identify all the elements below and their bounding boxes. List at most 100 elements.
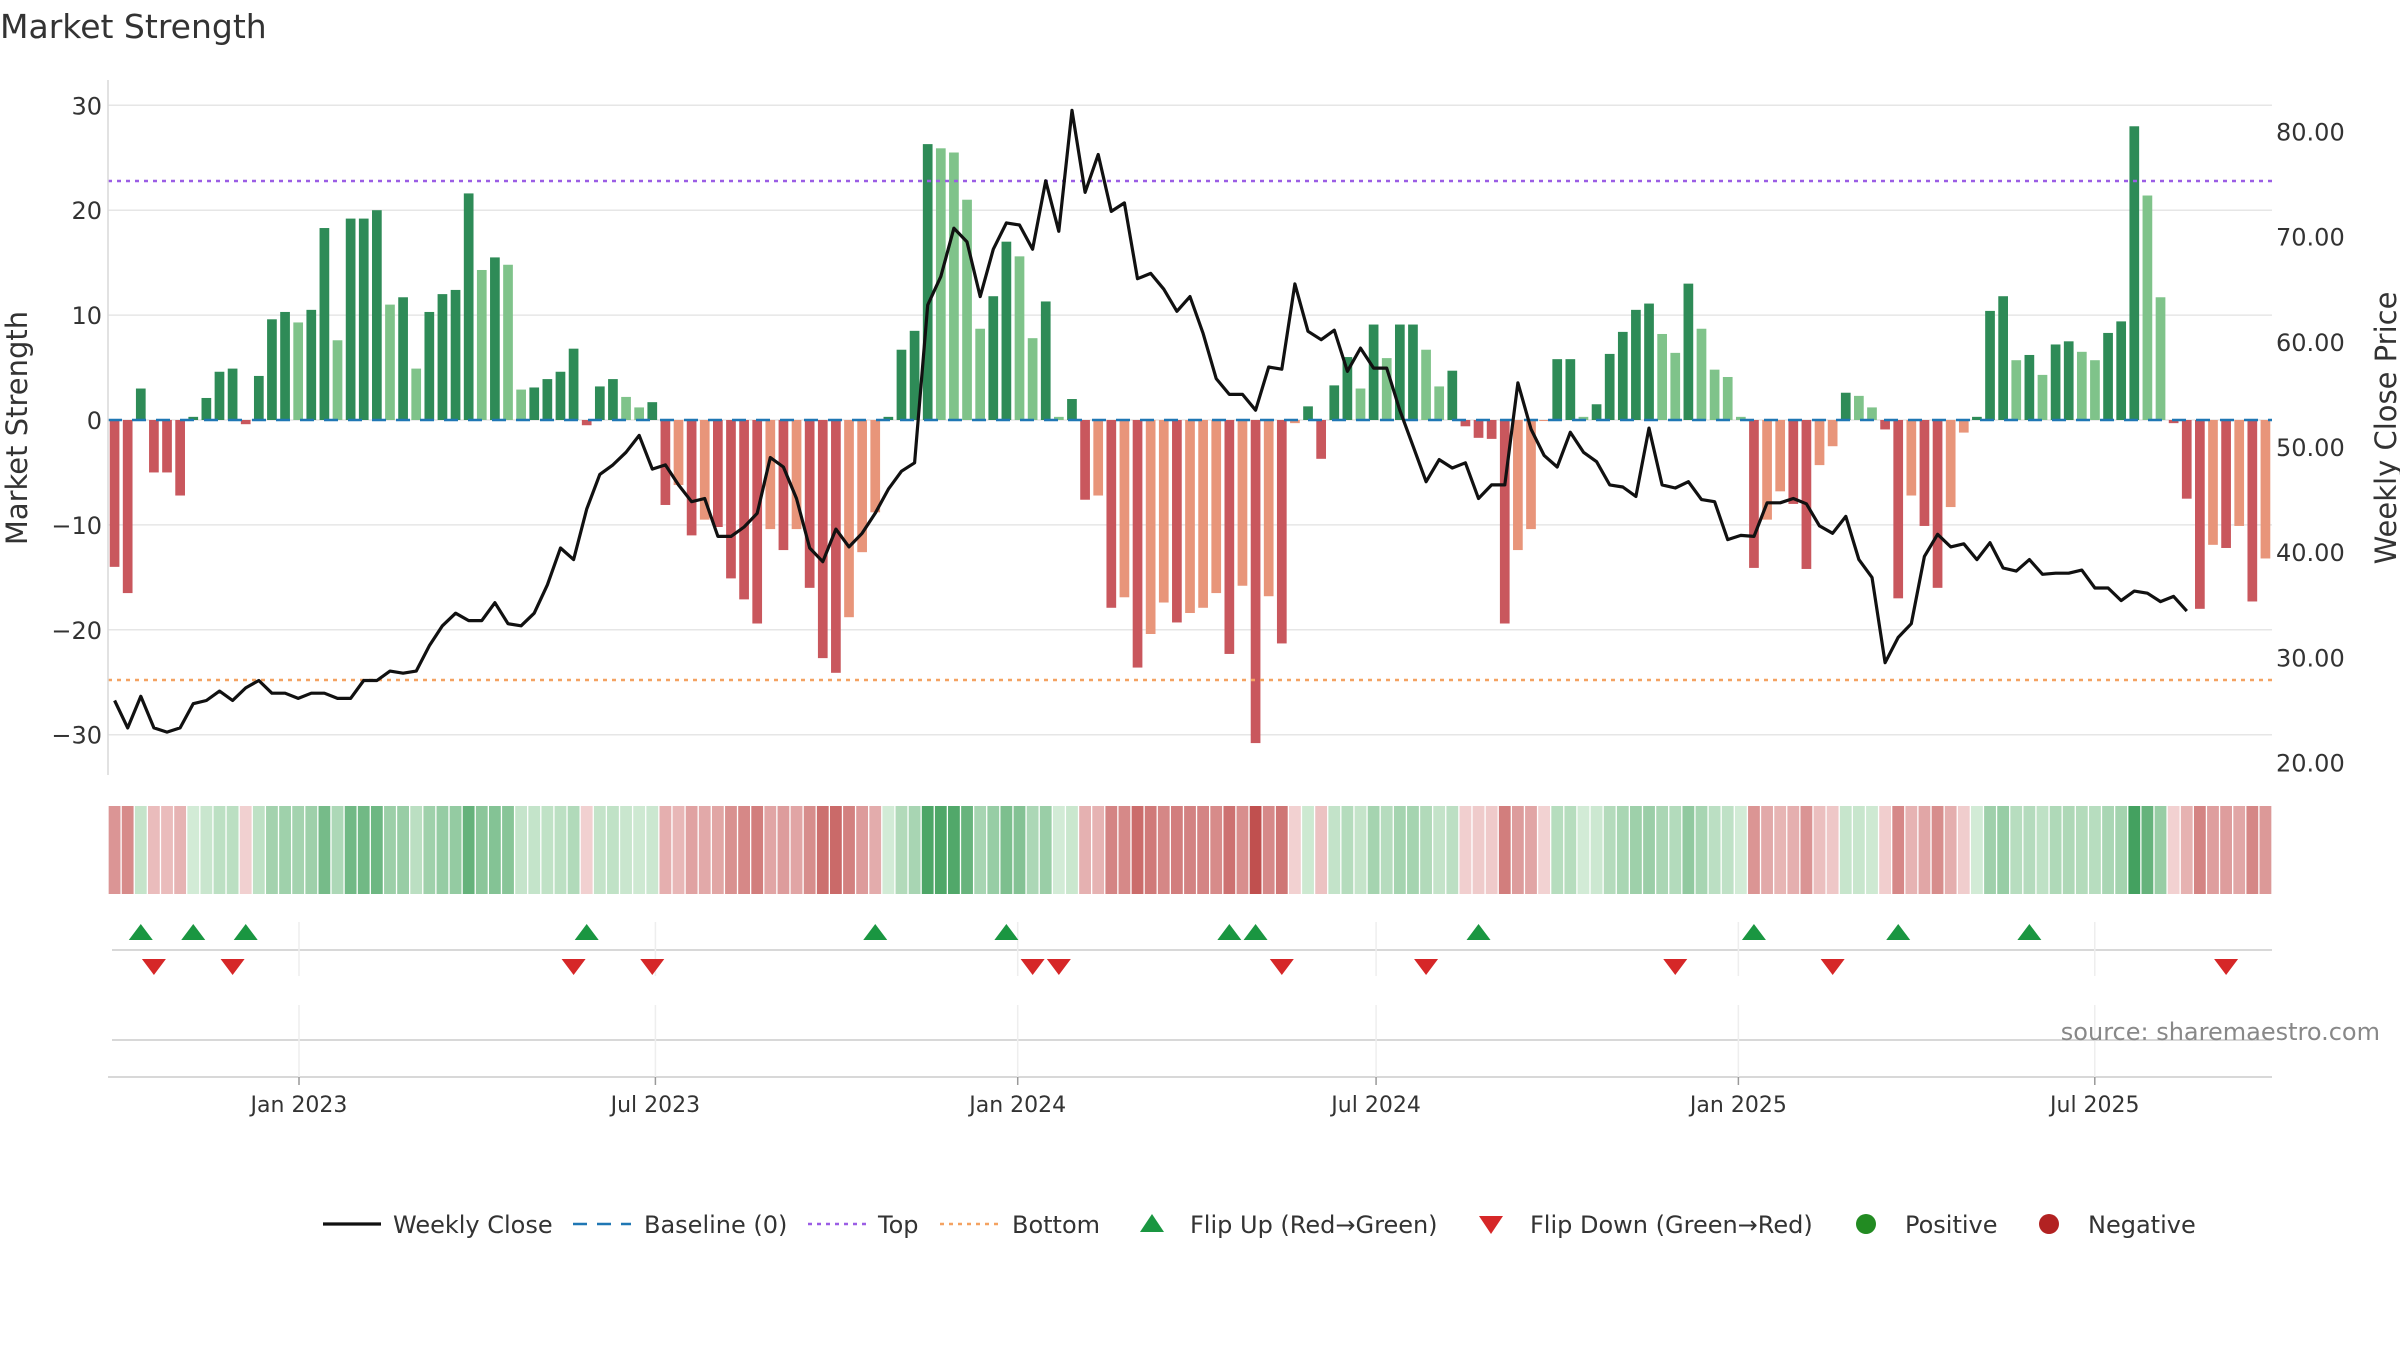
strength-bar (988, 296, 999, 420)
heat-strip-cell (1026, 806, 1039, 894)
heat-strip-cell (1275, 806, 1288, 894)
strength-bar (2103, 332, 2113, 420)
flip-down-marker (1020, 959, 1045, 975)
heat-strip-cell (108, 806, 121, 894)
heat-strip-cell (1157, 806, 1170, 894)
flip-down-marker (1820, 959, 1845, 975)
strength-bar (844, 420, 854, 618)
strength-bar (2116, 321, 2127, 420)
strength-bar (1906, 420, 1917, 496)
strength-bar (1355, 388, 1366, 420)
heat-strip-cell (1918, 806, 1931, 894)
heat-strip-cell (1813, 806, 1826, 894)
heat-strip-cell (2062, 806, 2075, 894)
heat-strip-cell (672, 806, 685, 894)
strength-bar (411, 368, 422, 420)
x-tick-label: Jan 2024 (967, 1093, 1066, 1118)
strength-bar (2011, 360, 2022, 420)
strength-bar (1224, 420, 1235, 654)
heat-strip-cell (384, 806, 396, 894)
strength-bar (1119, 420, 1130, 598)
heat-strip-cell (2049, 806, 2062, 894)
heat-strip-cell (502, 806, 514, 894)
heat-strip-cell (1551, 806, 1564, 894)
heat-strip-cell (1525, 806, 1537, 894)
legend-label: Baseline (0) (644, 1211, 787, 1239)
legend-label: Bottom (1012, 1211, 1100, 1239)
strength-bar (1421, 349, 1431, 420)
strength-bar (752, 420, 763, 624)
strength-bar (2234, 420, 2245, 526)
heat-strip-cell (987, 806, 1000, 894)
y-right-tick-label: 50.00 (2276, 434, 2345, 462)
strength-bar (1709, 369, 1720, 420)
y-right-tick-label: 20.00 (2276, 750, 2345, 778)
strength-bar (1106, 420, 1117, 608)
strength-bar (1303, 406, 1313, 420)
strength-bar (1053, 416, 1064, 420)
strength-bar (450, 289, 461, 420)
heat-strip-cell (1984, 806, 1996, 894)
y-left-tick-label: 10 (71, 302, 102, 330)
strength-bar (791, 420, 802, 530)
strength-bar (490, 257, 500, 420)
strength-bar (962, 199, 972, 420)
heat-strip-cell (1826, 806, 1839, 894)
flip-down-marker (220, 959, 245, 975)
strength-bar (909, 330, 920, 420)
heat-strip-cell (2246, 806, 2259, 894)
strength-bar (1513, 420, 1523, 551)
y-left-tick-label: 30 (71, 92, 102, 120)
strength-bar (1552, 359, 1563, 420)
strength-bar (883, 416, 894, 420)
strength-bar (922, 144, 933, 420)
strength-bar (1840, 392, 1851, 420)
strength-bar (503, 264, 513, 420)
heat-strip-cell (1131, 806, 1144, 894)
strength-bar (804, 420, 815, 588)
flip-down-marker (1663, 959, 1688, 975)
heat-strip-cell (2154, 806, 2167, 894)
heat-strip-cell (1485, 806, 1498, 894)
heat-strip-cell (423, 806, 436, 894)
strength-bar (621, 396, 631, 420)
heat-strip-cell (869, 806, 882, 894)
strength-bar (1657, 333, 1667, 420)
flip-up-marker (1741, 924, 1766, 940)
heat-strip-cell (134, 806, 147, 894)
strength-bar (1250, 420, 1261, 744)
strength-bar (1696, 328, 1707, 420)
heat-strip-cell (1630, 806, 1642, 894)
heat-strip-cell (226, 806, 239, 894)
strength-bar (1867, 407, 1877, 420)
strength-bar (581, 420, 592, 426)
strength-bar (1827, 420, 1838, 447)
strength-bar (1801, 420, 1812, 569)
heat-strip-cell (410, 806, 423, 894)
flip-up-marker (574, 924, 599, 940)
strength-bar (673, 420, 684, 486)
heat-strip-cell (1315, 806, 1328, 894)
heat-strip-cell (1446, 806, 1459, 894)
heat-strip-cell (856, 806, 869, 894)
legend-item-down: Flip Down (Green→Red) (1479, 1211, 1813, 1239)
strength-bar (594, 386, 605, 420)
strength-bar (686, 420, 697, 536)
flip-down-marker (141, 959, 166, 975)
strength-bar (1263, 420, 1274, 597)
heat-strip-cell (554, 806, 567, 894)
strength-bar (1539, 420, 1549, 422)
heat-strip-cell (1682, 806, 1695, 894)
strength-bar (1775, 420, 1786, 492)
heat-strip-cell (1577, 806, 1590, 894)
strength-bar (1972, 416, 1982, 420)
strength-bar (1631, 309, 1641, 420)
heat-strip-cell (1971, 806, 1983, 894)
heat-strip-cell (607, 806, 619, 894)
legend-swatch-positive (1856, 1214, 1876, 1234)
heat-strip-cell (974, 806, 987, 894)
strength-bar (949, 152, 959, 420)
heat-strip-cell (1905, 806, 1918, 894)
heat-strip-cell (1105, 806, 1118, 894)
legend-item-bottom: Bottom (940, 1211, 1100, 1239)
